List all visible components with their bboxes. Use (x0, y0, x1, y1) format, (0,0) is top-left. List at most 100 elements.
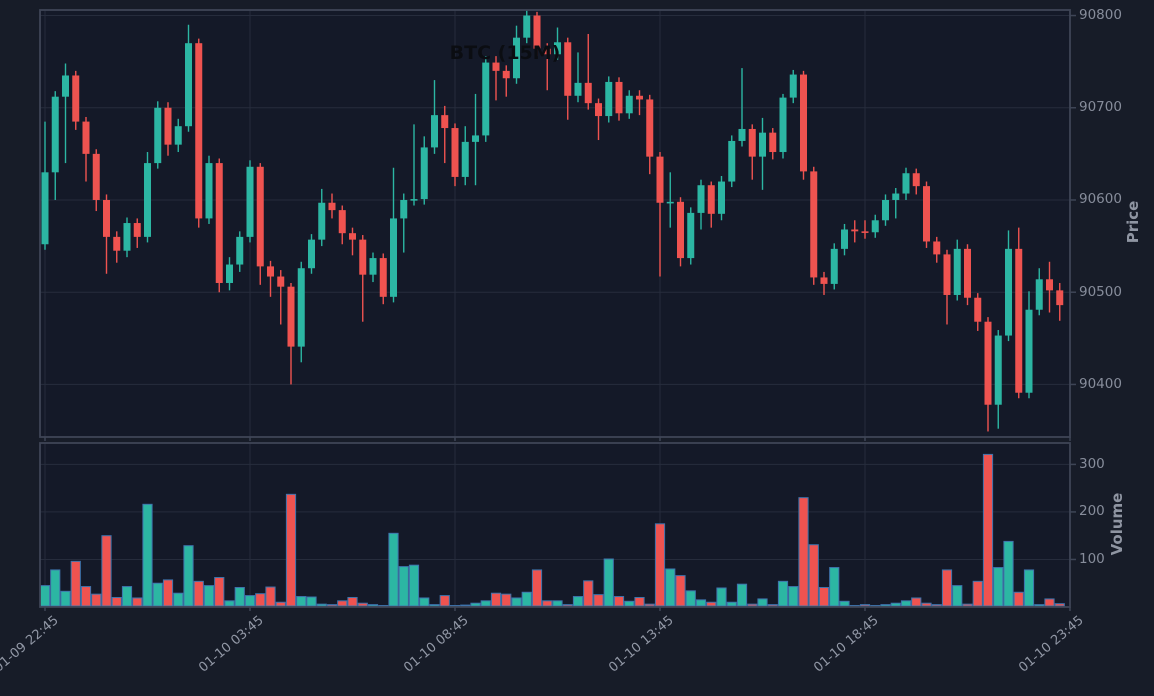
volume-bar (511, 597, 522, 607)
volume-bar (132, 597, 143, 607)
volume-bar (244, 595, 256, 607)
volume-panel-bg (40, 443, 1070, 607)
volume-bar (214, 577, 225, 607)
volume-bar (60, 590, 71, 607)
candle (533, 11, 541, 57)
candle (41, 121, 49, 250)
volume-bar (480, 600, 491, 607)
candle (144, 152, 151, 243)
volume-bar (952, 585, 963, 607)
candle (861, 220, 869, 239)
volume-bar (880, 604, 891, 607)
candle (164, 102, 172, 156)
price-panel-bg (40, 10, 1070, 437)
candle (677, 197, 684, 267)
candle (779, 93, 787, 159)
price-axis-label: Price (1124, 200, 1142, 244)
candle (287, 282, 295, 385)
price-tick-label: 90800 (1079, 7, 1122, 24)
volume-bar (972, 580, 983, 607)
volume-bar (490, 592, 502, 607)
volume-bar (1054, 603, 1065, 607)
tick-marks (44, 14, 1076, 611)
volume-bar (101, 535, 112, 607)
volume-bar (521, 591, 532, 607)
candle (902, 167, 910, 200)
candle (338, 205, 346, 245)
candle (830, 243, 838, 290)
candle (205, 155, 213, 224)
volume-bar (408, 564, 420, 607)
candle (92, 149, 100, 212)
volume-bar (173, 592, 184, 607)
candle (882, 194, 889, 226)
candle (451, 123, 459, 187)
volume-bar (91, 593, 102, 607)
price-tick-label: 90500 (1079, 283, 1122, 300)
volume-bar (665, 568, 676, 607)
price-tick-label: 90400 (1079, 375, 1122, 392)
candle (318, 188, 326, 247)
volume-bar (890, 602, 901, 607)
candle (636, 90, 643, 116)
candle (431, 80, 438, 154)
candle (851, 220, 859, 243)
volume-bar (829, 567, 840, 607)
volume-bar (1044, 598, 1055, 607)
volume-bar (326, 604, 338, 607)
candle (574, 52, 582, 103)
candle (62, 63, 69, 164)
volume-bar (296, 596, 307, 607)
candle (390, 167, 397, 303)
volume-bar (839, 600, 850, 607)
volume-bar (911, 597, 922, 607)
volume-bar (39, 585, 51, 607)
volume-bar (183, 545, 194, 607)
candle (297, 261, 305, 363)
candle (113, 231, 121, 263)
candle (554, 27, 561, 60)
candle (513, 25, 520, 84)
candle (718, 176, 725, 221)
candle (154, 101, 162, 169)
volume-bar (367, 604, 379, 607)
candle (472, 93, 479, 186)
volume-bar (429, 604, 440, 607)
volume-bar (798, 497, 809, 607)
candle (964, 244, 971, 306)
candle (800, 70, 807, 180)
volume-bar (460, 604, 471, 607)
volume-bar (644, 603, 655, 607)
candle (697, 179, 705, 230)
volume-bar (941, 569, 953, 607)
candle (72, 70, 80, 130)
candle (441, 105, 449, 164)
volume-tick-label: 200 (1079, 503, 1105, 520)
candle (789, 69, 797, 104)
volume-bar (931, 604, 942, 607)
candle (615, 77, 623, 121)
volume-bar (993, 567, 1004, 607)
volume-bar (788, 586, 799, 607)
candle (933, 236, 941, 263)
candle (328, 193, 336, 219)
candle (595, 98, 602, 141)
candle (769, 128, 777, 160)
volume-bar (388, 532, 399, 607)
candle (379, 253, 387, 305)
candle (308, 234, 315, 274)
candle (584, 33, 592, 110)
volume-bar (695, 599, 707, 607)
volume-bar (1013, 591, 1024, 607)
candle (748, 124, 756, 180)
volume-bar (255, 593, 266, 607)
candle (759, 117, 766, 190)
volume-bars-group (39, 453, 1065, 608)
candle (349, 227, 356, 256)
volume-bar (634, 596, 645, 607)
candle (195, 38, 203, 228)
volume-bar (285, 493, 297, 607)
candle (656, 152, 664, 277)
candle (953, 239, 961, 301)
